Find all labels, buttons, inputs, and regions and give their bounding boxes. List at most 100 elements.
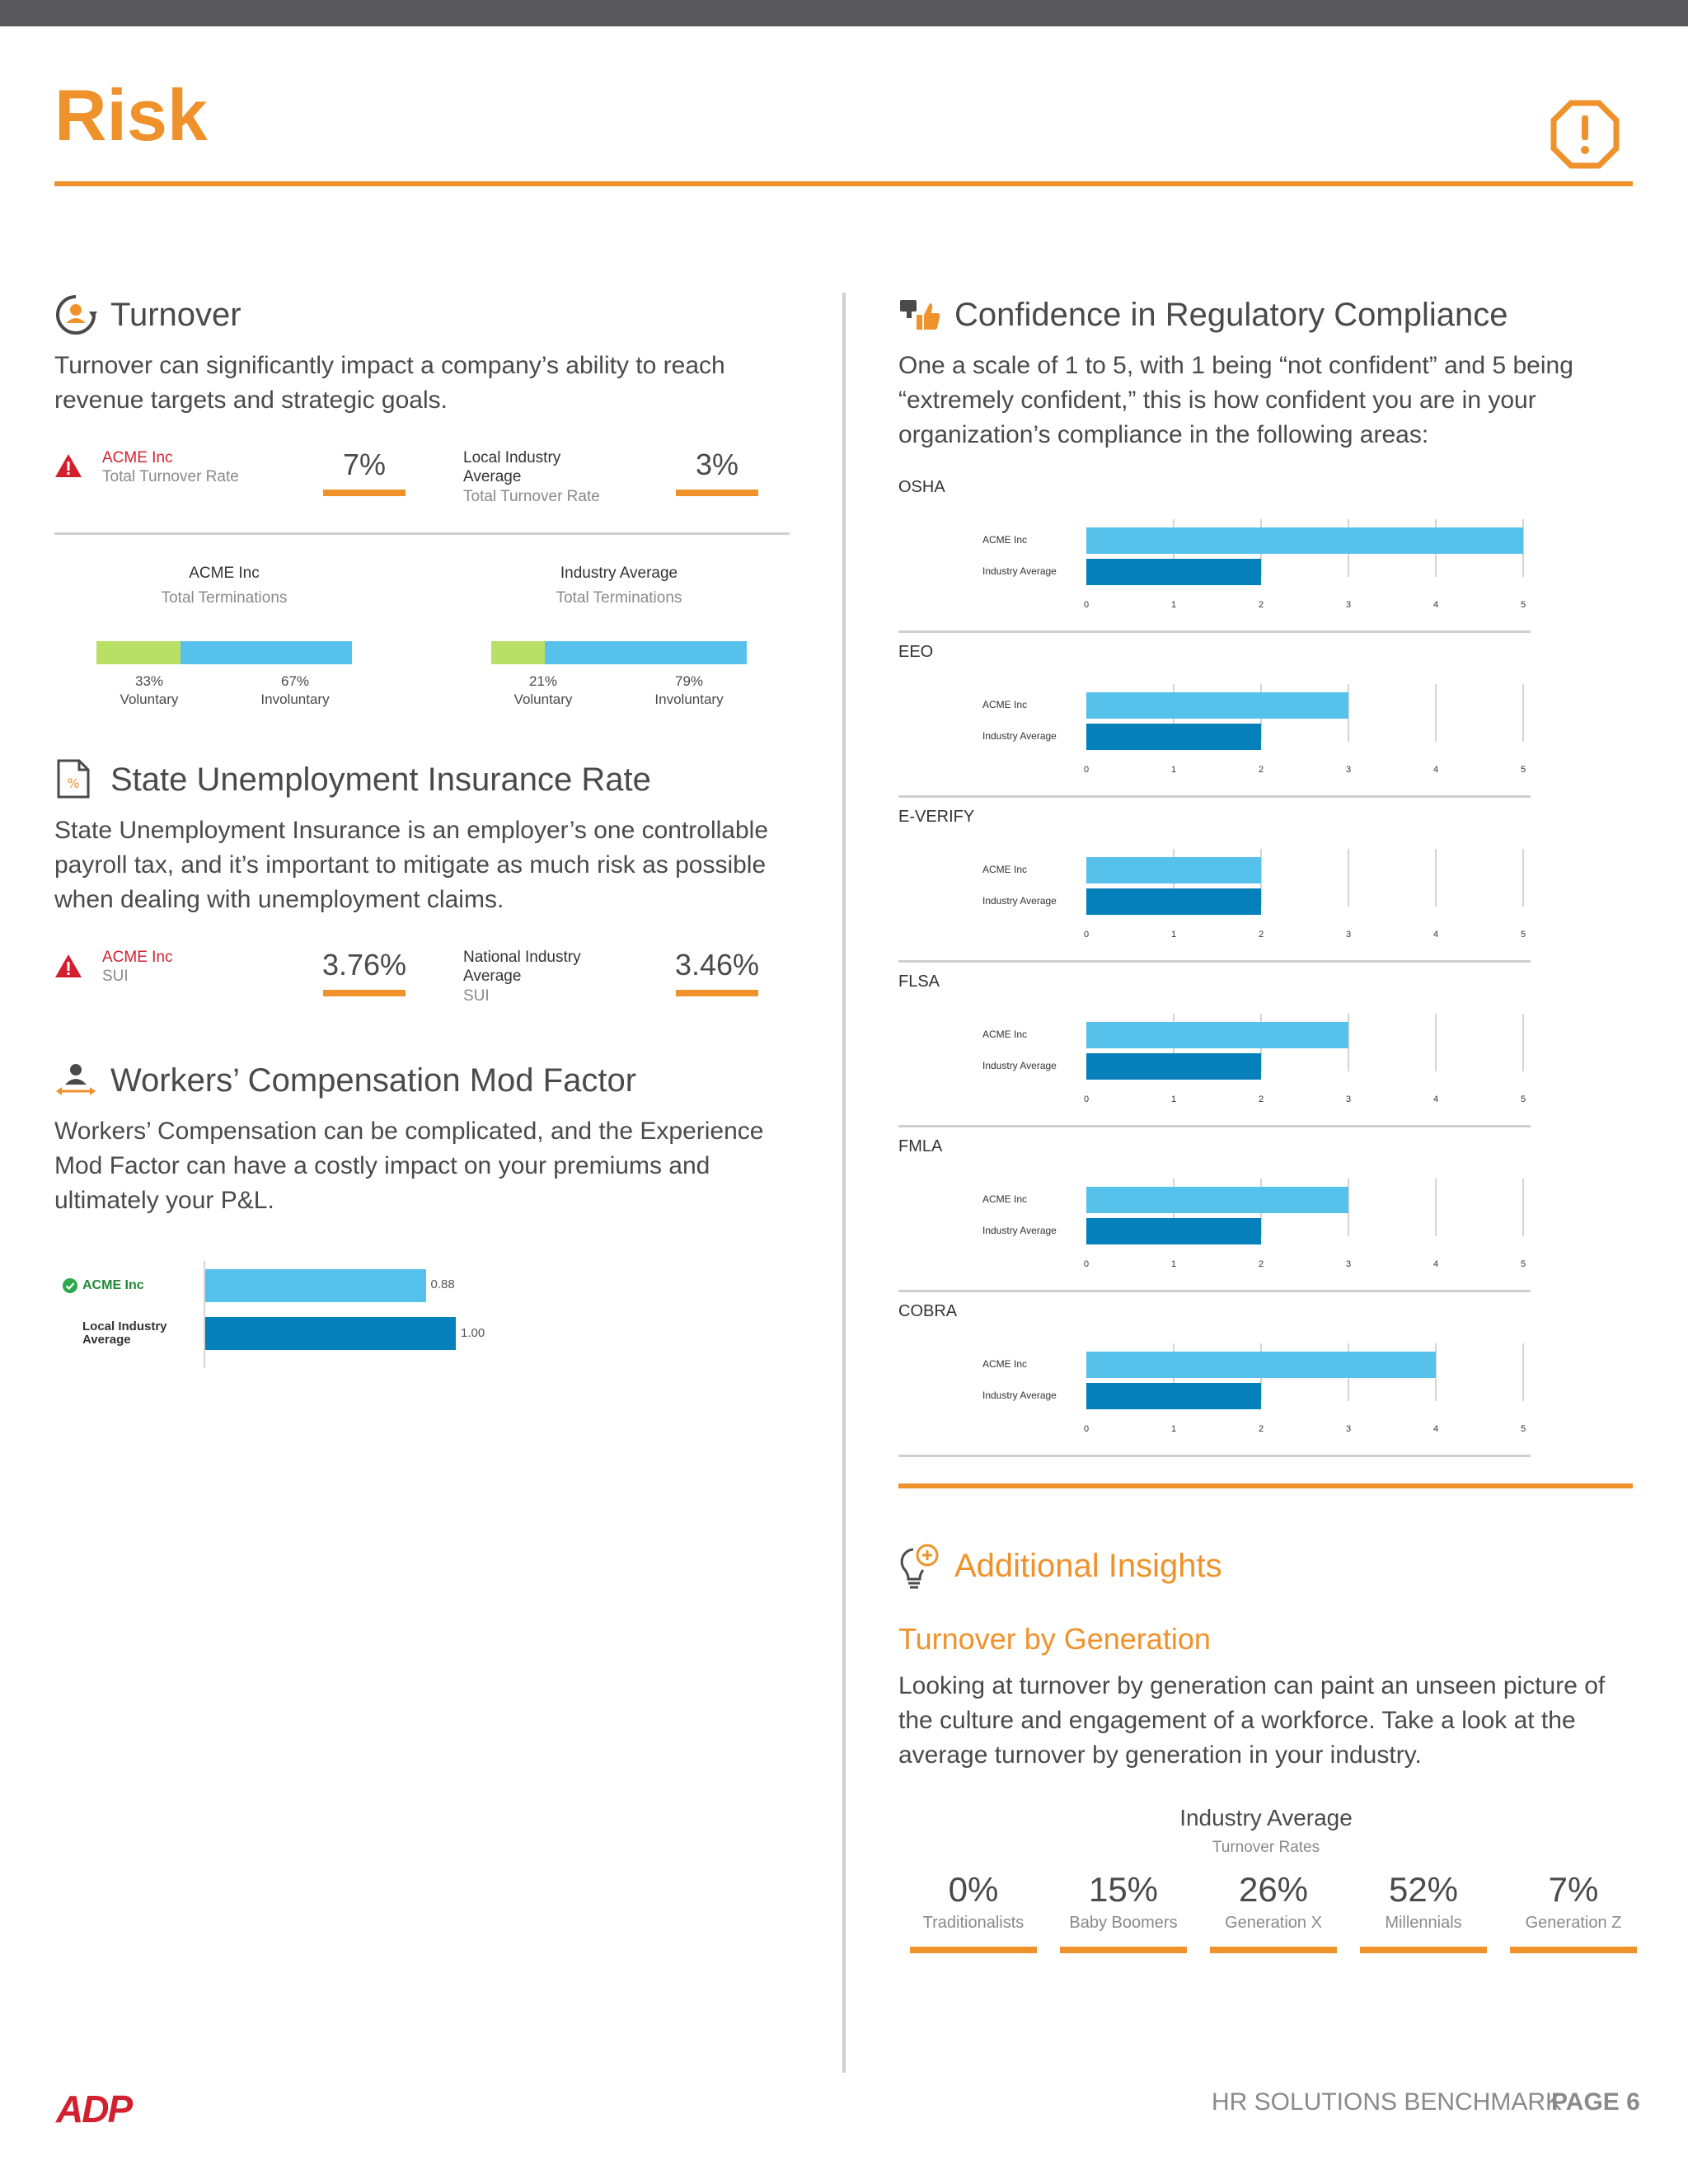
insights-rule bbox=[898, 1483, 1633, 1488]
turnover-description: Turnover can significantly impact a comp… bbox=[54, 352, 725, 414]
tick-label: 5 bbox=[1520, 1259, 1526, 1269]
alert-octagon-icon bbox=[1550, 99, 1620, 170]
document-percent-icon: % bbox=[56, 758, 91, 799]
tick-label: 3 bbox=[1345, 600, 1352, 610]
gridline bbox=[1522, 849, 1524, 907]
turnover-acme-value: 7% bbox=[342, 448, 387, 481]
term-industry-bar bbox=[491, 641, 747, 664]
tick-label: 1 bbox=[1170, 600, 1177, 610]
turnover-title: Turnover bbox=[110, 297, 241, 333]
tick-label: 2 bbox=[1258, 1259, 1264, 1269]
mod-industry-label-1: Local Industry bbox=[82, 1319, 167, 1333]
adp-logo: ADP bbox=[54, 2087, 140, 2130]
chart-title-cobra: COBRA bbox=[898, 1302, 958, 1320]
generation-underline bbox=[1060, 1947, 1187, 1953]
generation-generation-x: 26% Generation X bbox=[1198, 1871, 1348, 1961]
series-label-acme: ACME Inc bbox=[982, 1358, 1028, 1370]
insights-subtitle: Turnover by Generation bbox=[898, 1622, 1211, 1656]
footer-doc-title: HR SOLUTIONS BENCHMARK bbox=[1212, 2088, 1563, 2116]
thumbs-up-down-icon bbox=[898, 298, 941, 333]
tick-label: 4 bbox=[1432, 1259, 1439, 1269]
tick-label: 0 bbox=[1083, 1094, 1090, 1104]
footer-page-number: PAGE 6 bbox=[1551, 2088, 1640, 2116]
sui-industry-metric: SUI bbox=[463, 987, 490, 1005]
chart-title-osha: OSHA bbox=[898, 478, 945, 496]
mod-value-acme: 0.88 bbox=[430, 1277, 455, 1291]
compliance-charts: OSHA ACME Inc Industry Average 0 1 2 3 4 5 EEO ACM… bbox=[898, 478, 1632, 1467]
sui-industry-name-1: National Industry bbox=[463, 949, 581, 966]
bar-acme-eeo bbox=[1086, 692, 1348, 719]
tick-label: 4 bbox=[1432, 1424, 1439, 1434]
gridline bbox=[1435, 1014, 1437, 1071]
generation-underline bbox=[1360, 1947, 1487, 1953]
term-industry-voluntary-segment bbox=[491, 641, 546, 664]
generation-label: Generation X bbox=[1225, 1914, 1322, 1932]
series-label-industry: Industry Average bbox=[982, 895, 1057, 907]
tick-label: 3 bbox=[1345, 930, 1352, 940]
tick-label: 0 bbox=[1083, 1259, 1090, 1269]
series-label-industry: Industry Average bbox=[982, 1225, 1057, 1236]
mod-industry-label-2: Average bbox=[82, 1333, 131, 1347]
term-industry-involuntary-pct: 79% bbox=[674, 673, 704, 689]
sui-acme-name: ACME Inc bbox=[102, 949, 173, 966]
tick-label: 3 bbox=[1345, 1424, 1352, 1434]
series-label-industry: Industry Average bbox=[982, 565, 1057, 577]
chart-separator bbox=[898, 960, 1531, 963]
sui-industry-name-2: Average bbox=[463, 968, 522, 985]
workers-comp-description: Workers’ Compensation can be complicated… bbox=[54, 1118, 764, 1214]
tick-label: 0 bbox=[1083, 600, 1090, 610]
turnover-industry-name-2: Average bbox=[463, 468, 522, 485]
tick-label: 1 bbox=[1170, 1259, 1177, 1269]
top-bar bbox=[0, 0, 1688, 26]
sui-industry-value: 3.46% bbox=[674, 948, 760, 982]
bar-acme-osha bbox=[1086, 527, 1523, 554]
generation-generation-z: 7% Generation Z bbox=[1498, 1871, 1648, 1961]
gridline bbox=[1522, 1343, 1524, 1401]
tick-label: 4 bbox=[1432, 765, 1439, 775]
gridline bbox=[1348, 1014, 1349, 1071]
term-industry-title: Industry Average bbox=[560, 565, 678, 582]
gridline bbox=[1435, 1179, 1437, 1236]
generation-underline bbox=[910, 1947, 1037, 1953]
term-acme-voluntary-segment bbox=[96, 641, 181, 664]
mod-industry-label: Local Industry Average bbox=[82, 1320, 167, 1347]
term-industry-voluntary-pct: 21% bbox=[528, 673, 558, 689]
gridline bbox=[1522, 1014, 1524, 1071]
gridline bbox=[1348, 849, 1349, 907]
term-acme-voluntary-text: Voluntary bbox=[120, 691, 179, 707]
sui-acme-metric: SUI bbox=[102, 968, 129, 985]
series-label-acme: ACME Inc bbox=[982, 1193, 1028, 1205]
turnover-acme-name: ACME Inc bbox=[102, 449, 173, 466]
series-label-acme: ACME Inc bbox=[982, 864, 1028, 875]
generation-label: Traditionalists bbox=[922, 1914, 1025, 1932]
tick-label: 0 bbox=[1083, 1424, 1090, 1434]
sui-title: State Unemployment Insurance Rate bbox=[110, 762, 651, 798]
tick-label: 2 bbox=[1258, 765, 1264, 775]
generation-row: 0% Traditionalists 15% Baby Boomers 26% Gener… bbox=[898, 1871, 1637, 1961]
compliance-description: One a scale of 1 to 5, with 1 being “not… bbox=[898, 352, 1573, 448]
sui-acme-value: 3.76% bbox=[321, 948, 407, 982]
chart-separator bbox=[898, 795, 1531, 798]
gridline bbox=[1522, 1179, 1524, 1236]
title-rule bbox=[54, 181, 1633, 186]
generation-traditionalists: 0% Traditionalists bbox=[898, 1871, 1048, 1961]
tick-label: 3 bbox=[1345, 1259, 1352, 1269]
tick-label: 1 bbox=[1170, 1094, 1177, 1104]
turnover-person-icon bbox=[54, 293, 97, 336]
bar-industry-flsa bbox=[1086, 1053, 1261, 1080]
worker-icon bbox=[54, 1063, 97, 1096]
sui-acme-underline bbox=[323, 990, 406, 996]
mod-axis-line bbox=[204, 1261, 205, 1368]
gridline bbox=[1435, 684, 1437, 742]
check-circle-icon bbox=[63, 1278, 77, 1293]
bar-industry-e-verify bbox=[1086, 888, 1261, 915]
turnover-rule bbox=[54, 532, 790, 535]
generation-label: Generation Z bbox=[1525, 1914, 1622, 1932]
term-acme-bar bbox=[96, 641, 352, 664]
tick-label: 1 bbox=[1170, 765, 1177, 775]
generation-value: 7% bbox=[1548, 1870, 1599, 1909]
chart-separator bbox=[898, 630, 1531, 633]
generation-value: 26% bbox=[1238, 1870, 1309, 1909]
series-label-industry: Industry Average bbox=[982, 1390, 1057, 1401]
gridline bbox=[1260, 849, 1262, 907]
